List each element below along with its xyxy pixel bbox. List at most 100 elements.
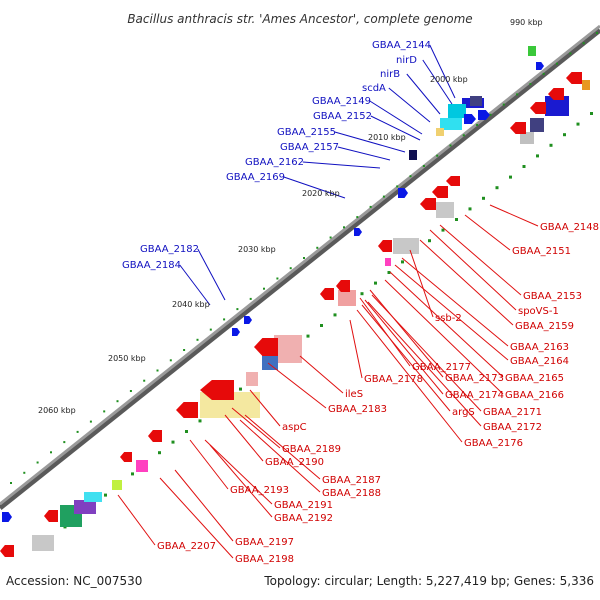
gc-dot bbox=[333, 313, 337, 317]
gene-label: GBAA_2198 bbox=[235, 554, 294, 565]
leader-line bbox=[239, 419, 321, 493]
gene-label: GBAA_2188 bbox=[322, 488, 381, 499]
gc-dot bbox=[502, 103, 505, 106]
reverse-gene-arrow bbox=[336, 280, 350, 292]
leader-line bbox=[489, 204, 539, 227]
gc-dot bbox=[236, 308, 239, 311]
gene-label: GBAA_2153 bbox=[523, 291, 582, 302]
gc-dot bbox=[289, 267, 292, 270]
gene-label: GBAA_2155 bbox=[277, 127, 336, 138]
gene-block bbox=[262, 354, 278, 370]
kbp-tick-label: 990 kbp bbox=[510, 18, 543, 27]
gc-dot bbox=[131, 472, 134, 476]
gene-block bbox=[528, 46, 536, 56]
leader-line bbox=[204, 439, 273, 505]
gc-dot bbox=[329, 236, 332, 239]
gc-dot bbox=[382, 195, 385, 198]
gene-label: GBAA_2164 bbox=[510, 356, 569, 367]
gc-dot bbox=[89, 420, 92, 423]
forward-gene-arrow bbox=[244, 316, 252, 324]
leader-line bbox=[283, 176, 346, 199]
gene-block bbox=[84, 492, 102, 502]
gc-dot bbox=[223, 318, 226, 321]
genome-backbone bbox=[0, 24, 600, 506]
leader-line bbox=[369, 100, 423, 135]
gc-dot bbox=[536, 154, 539, 158]
gene-label: aspC bbox=[282, 422, 307, 433]
gc-dot bbox=[143, 379, 146, 382]
gc-dot bbox=[428, 239, 431, 243]
gene-label: GBAA_2166 bbox=[505, 390, 564, 401]
gc-dot bbox=[576, 122, 580, 126]
gene-label: ileS bbox=[345, 389, 363, 400]
gene-features bbox=[0, 46, 590, 557]
kbp-tick-label: 2030 kbp bbox=[238, 245, 276, 254]
gc-dot bbox=[129, 390, 132, 392]
gc-dot bbox=[316, 246, 319, 249]
leader-line bbox=[384, 279, 504, 395]
leader-line bbox=[231, 407, 281, 449]
gc-dot bbox=[320, 324, 323, 327]
leader-line bbox=[117, 494, 156, 546]
leader-line bbox=[302, 161, 381, 169]
gc-dot bbox=[374, 281, 377, 285]
leader-line bbox=[334, 131, 406, 153]
gc-dot bbox=[563, 133, 566, 137]
gene-block bbox=[440, 118, 462, 130]
gc-dot bbox=[522, 165, 526, 168]
gene-block bbox=[409, 150, 417, 160]
leader-line bbox=[401, 257, 509, 347]
gene-label: GBAA_2165 bbox=[505, 373, 564, 384]
gene-block bbox=[582, 80, 590, 90]
gene-block bbox=[470, 96, 482, 106]
leader-line bbox=[179, 264, 211, 306]
leader-line bbox=[369, 289, 444, 378]
forward-gene-arrow bbox=[478, 110, 490, 120]
gc-dot bbox=[387, 271, 391, 274]
gc-dot bbox=[306, 334, 310, 338]
gene-label: GBAA_2177 bbox=[412, 362, 471, 373]
gene-label: GBAA_2197 bbox=[235, 537, 294, 548]
gc-dot bbox=[183, 349, 186, 351]
leader-line bbox=[429, 44, 456, 99]
gene-label: GBAA_2176 bbox=[464, 438, 523, 449]
gene-label-layer: GBAA_2144 nirD nirB scdA GBAA_2149 GBAA_2152 G… bbox=[122, 40, 599, 565]
gene-label: GBAA_2162 bbox=[245, 157, 304, 168]
leader-line bbox=[174, 469, 234, 542]
forward-gene-arrow bbox=[2, 512, 12, 522]
gene-block bbox=[520, 132, 534, 144]
gene-label: GBAA_2151 bbox=[512, 246, 571, 257]
gene-label: GBAA_2191 bbox=[274, 500, 333, 511]
gc-dot bbox=[239, 387, 242, 391]
leader-line bbox=[429, 229, 517, 311]
gc-dot bbox=[76, 430, 79, 433]
gene-label: GBAA_2173 bbox=[445, 373, 504, 384]
gc-dot bbox=[516, 93, 519, 96]
gc-dot bbox=[196, 338, 199, 341]
gene-label: nirD bbox=[396, 55, 417, 66]
gene-label: GBAA_2152 bbox=[313, 111, 372, 122]
leader-line bbox=[367, 301, 482, 427]
gc-dot bbox=[462, 134, 465, 137]
forward-gene-arrow bbox=[232, 328, 240, 336]
leader-line bbox=[197, 248, 226, 301]
gc-dot bbox=[10, 482, 12, 484]
gene-label: GBAA_2157 bbox=[280, 142, 339, 153]
gene-label: GBAA_2171 bbox=[483, 407, 542, 418]
forward-gene-arrow bbox=[536, 62, 544, 70]
gene-block bbox=[448, 104, 466, 118]
gc-dot bbox=[569, 52, 572, 55]
label-leader-lines bbox=[117, 44, 539, 559]
gc-dot bbox=[449, 144, 452, 147]
reverse-gene-arrow bbox=[120, 452, 132, 462]
reverse-gene-arrow bbox=[530, 102, 546, 114]
leader-line bbox=[394, 264, 509, 361]
gc-dot bbox=[36, 461, 39, 464]
kbp-tick-label: 2040 kbp bbox=[172, 300, 210, 309]
gc-dot bbox=[590, 112, 593, 115]
gc-dot bbox=[23, 471, 26, 474]
gc-dot bbox=[198, 419, 202, 423]
kbp-tick-label: 2020 kbp bbox=[302, 189, 340, 198]
reverse-gene-arrow bbox=[320, 288, 334, 300]
